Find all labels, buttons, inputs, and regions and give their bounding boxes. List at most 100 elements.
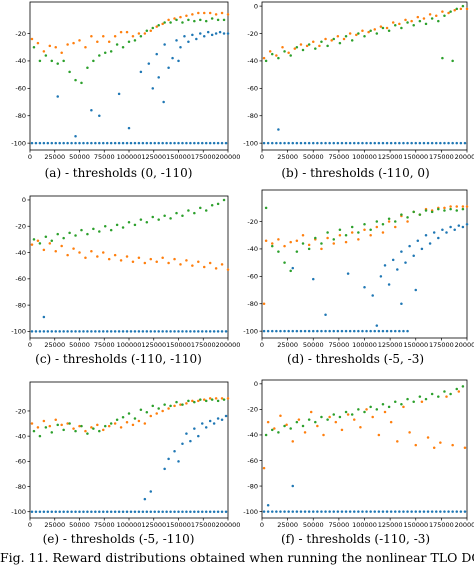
blue-point-a	[54, 141, 57, 145]
orange-point-e	[48, 424, 52, 428]
y-tick-label: -100	[243, 327, 258, 335]
y-tick-label: -40	[15, 432, 26, 440]
orange-point-a	[137, 32, 141, 35]
blue-point-d	[353, 329, 356, 333]
green-point-e	[193, 400, 196, 404]
blue-point-d	[363, 286, 366, 289]
blue-point-d	[416, 239, 420, 242]
scatter-plot-c: 0 25000 50000 75000 100000 125000 150000 175000…	[11, 195, 240, 349]
y-tick-label: 0	[22, 196, 26, 204]
blue-point-e	[50, 510, 54, 513]
blue-point-a	[183, 35, 186, 38]
x-tick-label: 125000	[141, 521, 166, 529]
green-point-f	[363, 410, 366, 414]
blue-point-e	[204, 426, 208, 429]
subplot-d: 0 25000 50000 75000 100000 125000 150000 175000…	[237, 182, 474, 372]
blue-point-b	[357, 141, 360, 145]
blue-point-f	[389, 510, 393, 513]
blue-point-a	[121, 141, 125, 145]
subplot-f: 0 25000 50000 75000 100000 125000 150000 175000…	[237, 372, 474, 552]
orange-point-e	[36, 426, 40, 429]
blue-point-f	[312, 510, 315, 513]
orange-point-d	[277, 238, 280, 241]
blue-point-e	[197, 510, 200, 513]
x-tick-label: 125000	[378, 341, 403, 349]
blue-point-e	[149, 510, 153, 513]
x-tick-label: 150000	[166, 341, 191, 349]
blue-point-a	[56, 95, 59, 98]
blue-point-f	[365, 510, 368, 513]
blue-point-a	[149, 141, 153, 145]
orange-point-f	[309, 410, 313, 414]
green-point-d	[424, 209, 428, 212]
x-tick-label: 200000	[216, 341, 241, 349]
green-point-a	[92, 59, 95, 63]
orange-point-c	[131, 260, 135, 263]
y-tick-label: -40	[15, 57, 26, 65]
blue-point-a	[147, 62, 151, 65]
x-tick-label: 75000	[94, 521, 115, 529]
blue-point-a	[74, 141, 77, 145]
green-point-c	[163, 214, 166, 217]
blue-point-e	[177, 460, 180, 463]
blue-point-b	[316, 141, 319, 145]
blue-point-a	[197, 141, 200, 145]
blue-point-d	[271, 329, 274, 333]
x-tick-label: 50000	[303, 153, 324, 161]
green-point-e	[139, 408, 143, 411]
blue-point-b	[283, 141, 286, 145]
blue-point-e	[212, 510, 216, 513]
green-point-e	[92, 427, 95, 430]
blue-point-c	[121, 330, 125, 333]
green-point-c	[175, 211, 178, 215]
x-tick-label: 100000	[117, 521, 142, 529]
blue-point-f	[316, 510, 319, 513]
blue-point-c	[102, 330, 105, 333]
green-point-e	[199, 398, 202, 401]
green-point-f	[289, 427, 292, 430]
blue-series	[262, 484, 467, 513]
y-tick-label: -80	[15, 112, 26, 120]
green-point-f	[332, 413, 335, 416]
blue-point-a	[226, 32, 230, 35]
orange-point-e	[226, 397, 230, 400]
orange-point-c	[66, 253, 69, 257]
blue-point-c	[173, 330, 176, 333]
green-point-e	[121, 416, 125, 419]
green-point-d	[455, 209, 458, 212]
blue-point-d	[453, 228, 456, 231]
green-point-b	[271, 52, 274, 56]
blue-point-a	[202, 35, 206, 38]
orange-point-f	[328, 415, 331, 419]
green-point-d	[394, 220, 397, 223]
green-point-a	[187, 18, 190, 22]
green-point-c	[187, 209, 190, 212]
orange-point-b	[379, 25, 383, 28]
blue-point-b	[369, 141, 372, 145]
blue-point-d	[316, 329, 319, 333]
orange-point-f	[371, 415, 374, 419]
blue-point-b	[402, 141, 405, 145]
orange-series	[262, 7, 469, 60]
blue-point-d	[379, 275, 383, 278]
orange-point-b	[293, 47, 297, 50]
blue-point-e	[62, 510, 65, 513]
blue-point-b	[275, 141, 278, 145]
blue-point-f	[373, 510, 376, 513]
blue-point-c	[38, 330, 42, 333]
orange-point-a	[66, 43, 69, 46]
x-tick-label: 0	[260, 521, 264, 529]
blue-point-d	[449, 225, 452, 229]
orange-point-f	[262, 466, 266, 470]
orange-point-f	[457, 390, 461, 393]
green-point-c	[50, 239, 54, 242]
green-point-b	[455, 7, 458, 11]
green-point-b	[363, 35, 366, 38]
blue-point-e	[165, 510, 168, 513]
orange-point-b	[330, 39, 333, 42]
blue-point-d	[262, 329, 266, 333]
green-point-b	[400, 26, 403, 30]
blue-point-c	[208, 330, 212, 333]
green-point-b	[289, 54, 292, 57]
blue-point-d	[361, 329, 364, 333]
